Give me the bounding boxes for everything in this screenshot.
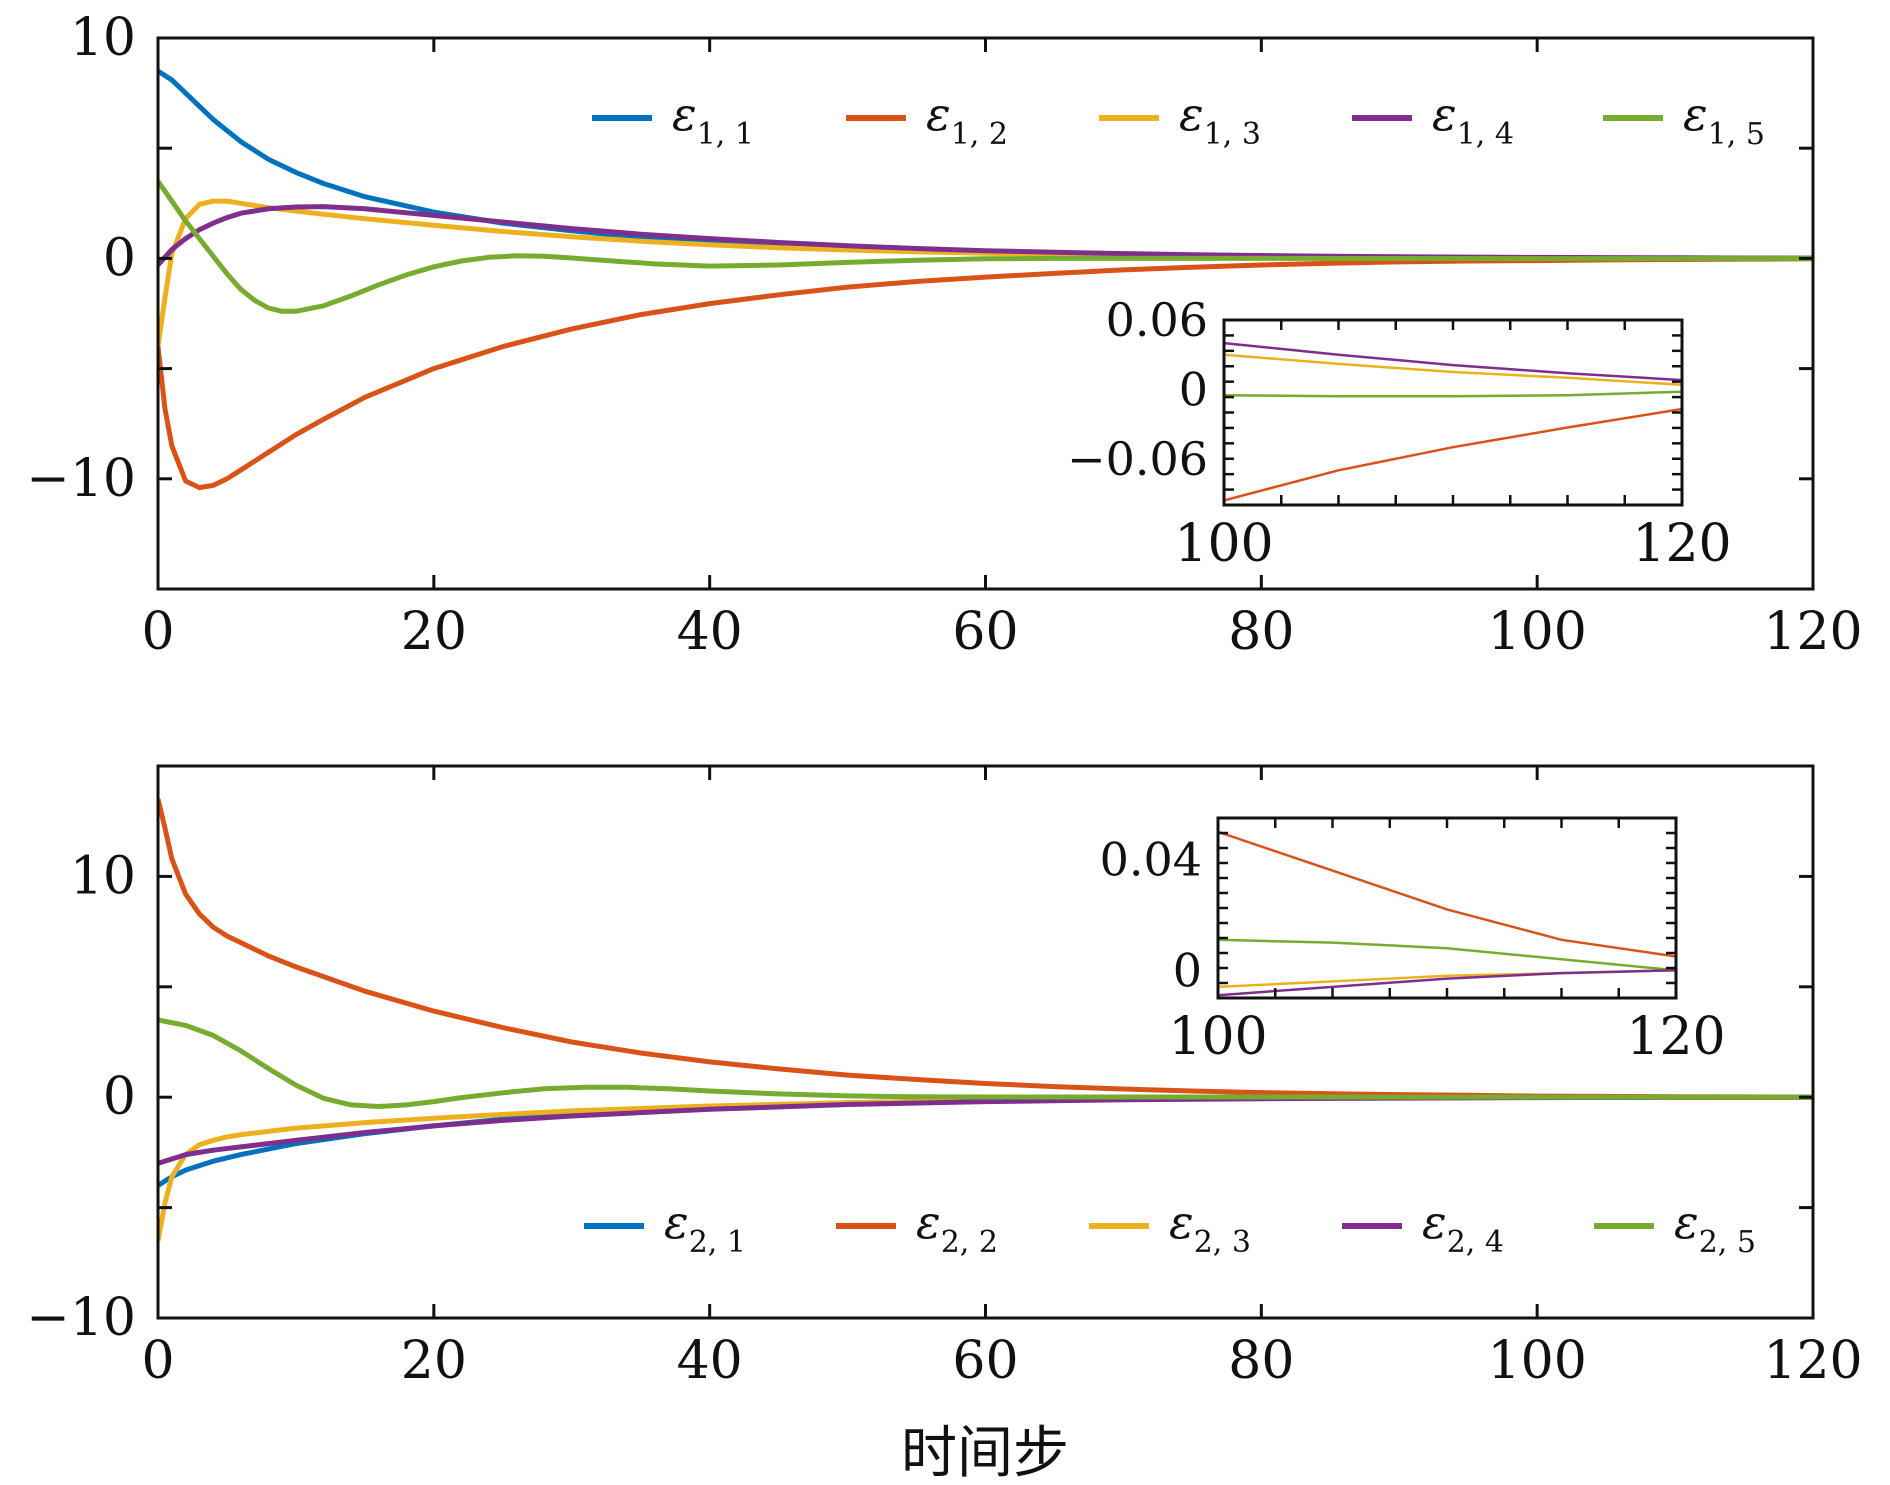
- legend-entry: ε2, 2: [916, 1195, 998, 1260]
- inset-x-tick-label: 100: [1168, 1007, 1267, 1067]
- inset-x-tick-label: 120: [1626, 1007, 1725, 1067]
- inset-series-line: [1223, 341, 1683, 382]
- x-axis-label: 时间步: [901, 1421, 1069, 1485]
- inset-series-line: [1217, 938, 1677, 972]
- legend: ε1, 1 ε1, 2 ε1, 3 ε1, 4 ε1, 5: [592, 87, 1765, 152]
- inset-x-tick-label: 120: [1632, 514, 1731, 574]
- legend-entry: ε2, 3: [1169, 1195, 1251, 1260]
- legend-entry: ε1, 4: [1432, 87, 1514, 152]
- x-tick-label: 120: [1763, 602, 1862, 662]
- inset: 100 120 0.04 0: [1100, 816, 1726, 1067]
- y-tick-label: 10: [70, 846, 136, 906]
- y-tick-label: −10: [26, 1288, 136, 1348]
- series-line-1-5: [158, 179, 1813, 314]
- series-line-2-5: [158, 1017, 1813, 1109]
- y-tick-label: 0: [103, 1067, 136, 1127]
- inset-y-tick-label: 0: [1179, 362, 1208, 416]
- y-tick-label: 0: [103, 228, 136, 288]
- legend-entry: ε1, 5: [1683, 87, 1765, 152]
- x-tick-label: 40: [677, 1331, 743, 1391]
- x-tick-label: 60: [952, 1331, 1018, 1391]
- series-lines: [158, 68, 1813, 491]
- x-tick-label: 40: [677, 602, 743, 662]
- inset-series-line: [1223, 407, 1683, 502]
- x-tick-label: 100: [1488, 602, 1587, 662]
- legend-entry: ε2, 1: [664, 1195, 746, 1260]
- series-line-1-2: [158, 256, 1813, 491]
- y-tick-label: −10: [26, 449, 136, 509]
- series-lines: [158, 798, 1813, 1242]
- inset-y-tick-label: 0: [1173, 943, 1202, 997]
- inset-y-tick-label: 0.04: [1100, 833, 1202, 887]
- legend: ε2, 1 ε2, 2 ε2, 3 ε2, 4 ε2, 5: [584, 1195, 1756, 1260]
- x-tick-label: 100: [1488, 1331, 1587, 1391]
- inset-y-tick-label: −0.06: [1067, 432, 1208, 486]
- inset-series-line: [1223, 353, 1683, 387]
- series-line-2-1: [158, 1094, 1813, 1188]
- inset-x-tick-label: 100: [1174, 514, 1273, 574]
- inset-series-line: [1217, 969, 1677, 997]
- inset-series-line: [1217, 830, 1677, 958]
- legend-entry: ε1, 1: [672, 87, 754, 152]
- x-tick-label: 20: [401, 602, 467, 662]
- x-tick-label: 120: [1763, 1331, 1862, 1391]
- inset-y-tick-label: 0.06: [1106, 293, 1208, 347]
- legend-entry: ε2, 5: [1674, 1195, 1756, 1260]
- series-line-1-1: [158, 68, 1813, 261]
- legend-entry: ε2, 4: [1422, 1195, 1504, 1260]
- legend-entry: ε1, 3: [1179, 87, 1261, 152]
- x-tick-label: 0: [141, 602, 174, 662]
- y-tick-label: 10: [70, 8, 136, 68]
- x-tick-label: 80: [1228, 1331, 1294, 1391]
- inset-series-line: [1223, 390, 1683, 398]
- x-tick-label: 60: [952, 602, 1018, 662]
- x-tick-label: 20: [401, 1331, 467, 1391]
- x-tick-label: 0: [141, 1331, 174, 1391]
- legend-entry: ε1, 2: [926, 87, 1008, 152]
- inset: 100 120 0.06 0 −0.06: [1067, 293, 1732, 574]
- series-line-2-3: [158, 1094, 1813, 1242]
- x-tick-label: 80: [1228, 602, 1294, 662]
